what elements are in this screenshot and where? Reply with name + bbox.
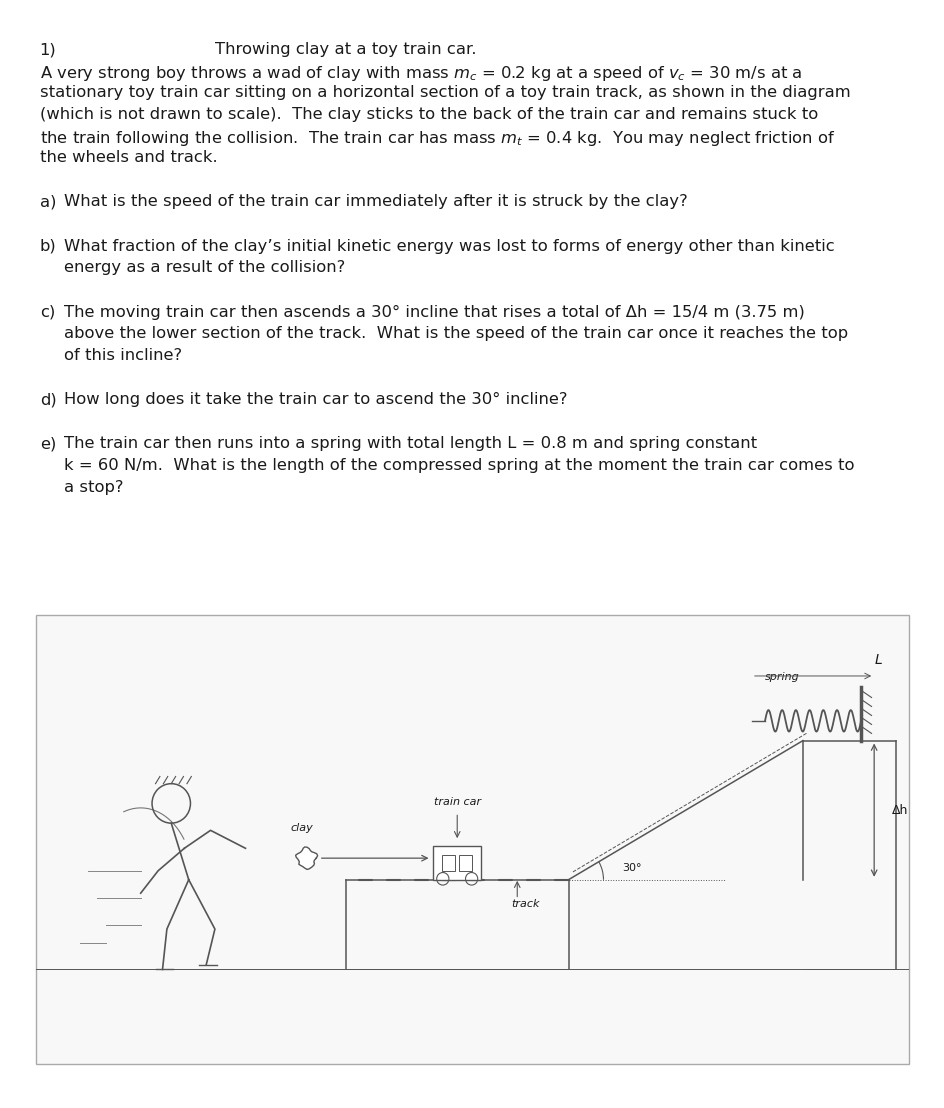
Text: a stop?: a stop? [64,480,124,494]
Text: d): d) [40,392,57,407]
Text: b): b) [40,238,57,254]
Text: energy as a result of the collision?: energy as a result of the collision? [64,260,346,275]
Text: Throwing clay at a toy train car.: Throwing clay at a toy train car. [214,42,476,58]
Text: How long does it take the train car to ascend the 30° incline?: How long does it take the train car to a… [64,392,567,407]
Text: track: track [512,899,540,909]
Text: of this incline?: of this incline? [64,348,182,362]
Text: train car: train car [433,797,480,808]
Text: the train following the collision.  The train car has mass $m_t$ = 0.4 kg.  You : the train following the collision. The t… [40,129,834,147]
Text: 1): 1) [40,42,57,58]
Text: A very strong boy throws a wad of clay with mass $m_c$ = 0.2 kg at a speed of $v: A very strong boy throws a wad of clay w… [40,63,801,83]
Bar [459,854,472,871]
Bar [432,845,480,880]
Text: k = 60 N/m.  What is the length of the compressed spring at the moment the train: k = 60 N/m. What is the length of the co… [64,458,854,473]
Bar [442,854,455,871]
Text: The moving train car then ascends a 30° incline that rises a total of Δh = 15/4 : The moving train car then ascends a 30° … [64,305,804,319]
Text: c): c) [40,305,55,319]
FancyBboxPatch shape [36,615,908,1064]
Text: clay: clay [291,823,313,833]
Text: e): e) [40,437,56,451]
Text: stationary toy train car sitting on a horizontal section of a toy train track, a: stationary toy train car sitting on a ho… [40,85,850,101]
Text: L: L [874,654,882,667]
Text: What is the speed of the train car immediately after it is struck by the clay?: What is the speed of the train car immed… [64,194,687,209]
Text: Δh: Δh [891,803,907,817]
Text: above the lower section of the track.  What is the speed of the train car once i: above the lower section of the track. Wh… [64,326,848,341]
Text: The train car then runs into a spring with total length L = 0.8 m and spring con: The train car then runs into a spring wi… [64,437,756,451]
Text: What fraction of the clay’s initial kinetic energy was lost to forms of energy o: What fraction of the clay’s initial kine… [64,238,834,254]
Text: a): a) [40,194,56,209]
Polygon shape [295,847,317,870]
Text: 30°: 30° [622,863,642,873]
Text: (which is not drawn to scale).  The clay sticks to the back of the train car and: (which is not drawn to scale). The clay … [40,106,818,122]
Text: the wheels and track.: the wheels and track. [40,150,217,165]
Text: spring: spring [765,671,799,681]
